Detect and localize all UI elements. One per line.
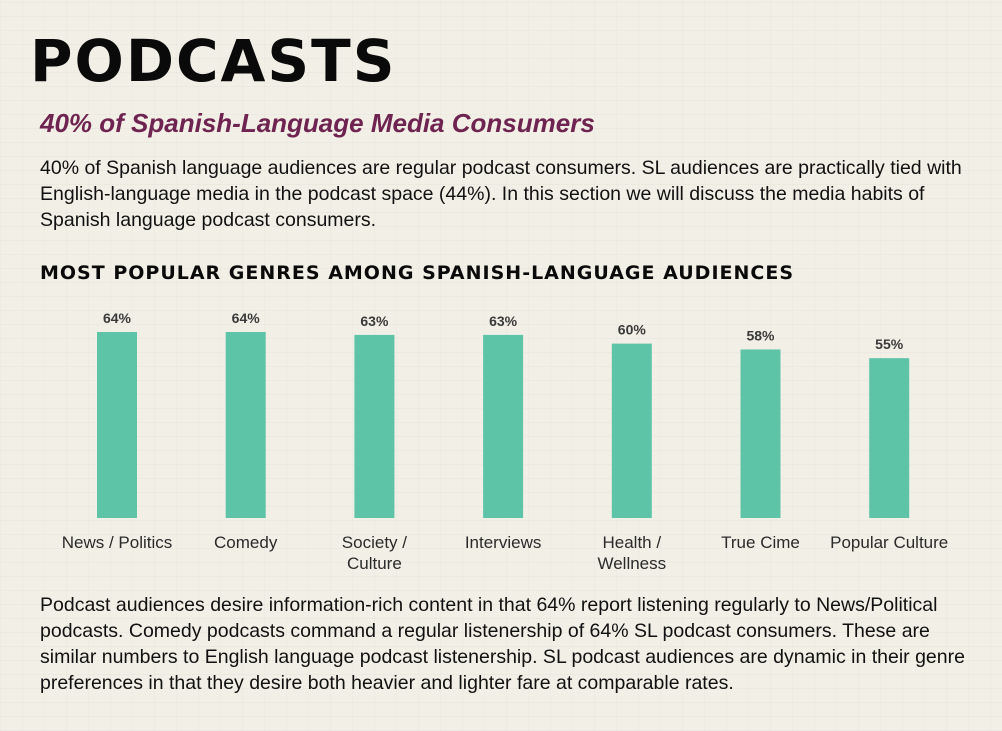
value-labels-layer: 64% 64% 63% 63% 60% 58% 55% xyxy=(103,310,904,352)
bar-0 xyxy=(97,332,137,518)
bar-value-label: 58% xyxy=(746,327,775,343)
bar-4 xyxy=(611,343,652,518)
x-tick-label: News / Politics xyxy=(62,533,173,552)
x-tick-label: Health / Wellness xyxy=(597,533,666,573)
x-axis-labels: News / Politics Comedy Society / Culture Int… xyxy=(62,533,949,573)
bar-1 xyxy=(225,332,266,518)
bar-6 xyxy=(869,358,910,518)
genre-bar-chart: 64% 64% 63% 63% 60% 58% 55% News / Politics Com… xyxy=(62,310,949,573)
page-subtitle: 40% of Spanish-Language Media Consumers xyxy=(40,108,595,138)
bar-value-label: 60% xyxy=(618,322,647,338)
bars-layer xyxy=(97,332,910,518)
chart-heading: MOST POPULAR GENRES AMONG SPANISH-LANGUA… xyxy=(40,262,794,284)
bar-value-label: 64% xyxy=(232,310,261,326)
page-title: PODCASTS xyxy=(30,27,397,95)
outro-paragraph: Podcast audiences desire information-ric… xyxy=(40,594,965,694)
x-tick-label: Popular Culture xyxy=(830,533,948,552)
bar-2 xyxy=(354,334,395,518)
bar-3 xyxy=(483,334,524,518)
bar-value-label: 63% xyxy=(360,313,389,329)
x-tick-label: Comedy xyxy=(214,533,278,552)
bar-value-label: 55% xyxy=(875,336,904,352)
bar-5 xyxy=(740,349,781,518)
bar-value-label: 64% xyxy=(103,310,132,326)
x-tick-label: Interviews xyxy=(465,533,542,552)
intro-paragraph: 40% of Spanish language audiences are re… xyxy=(40,157,962,231)
x-tick-label: Society / Culture xyxy=(342,533,407,573)
bar-value-label: 63% xyxy=(489,313,518,329)
x-tick-label: True Cime xyxy=(721,533,800,552)
